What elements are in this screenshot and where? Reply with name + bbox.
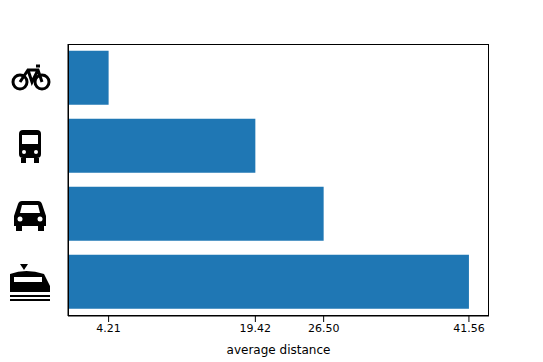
svg-text:41.56: 41.56	[453, 322, 485, 335]
svg-text:average distance: average distance	[227, 343, 331, 357]
svg-text:26.50: 26.50	[308, 322, 340, 335]
svg-text:19.42: 19.42	[240, 322, 272, 335]
svg-text:4.21: 4.21	[96, 322, 121, 335]
